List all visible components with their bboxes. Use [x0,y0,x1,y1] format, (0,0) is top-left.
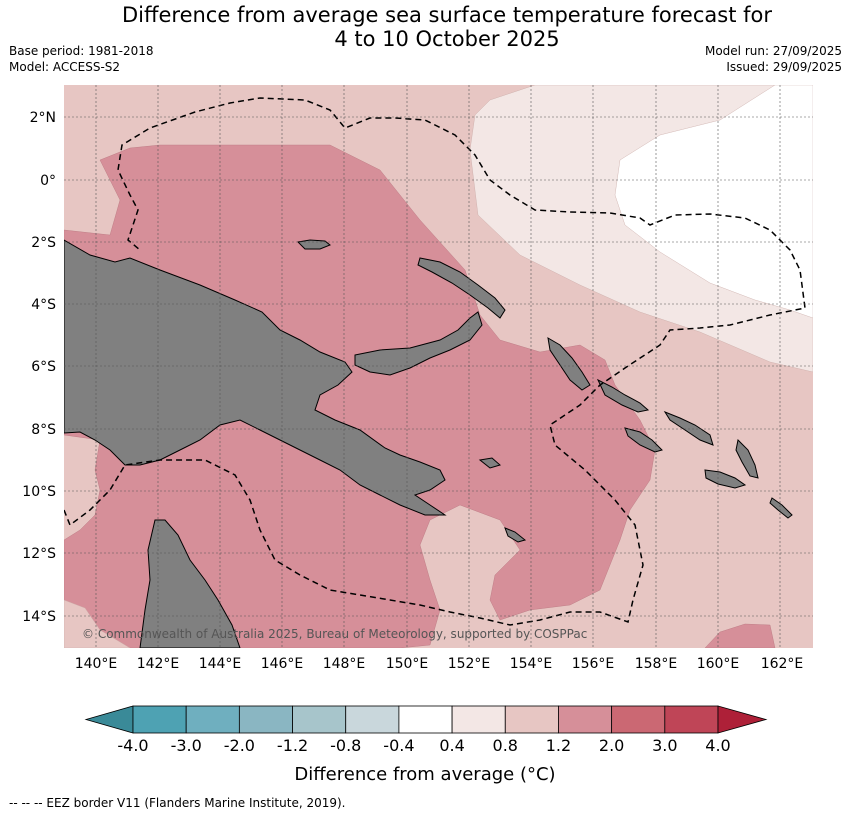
lat-tick: 4°S [31,297,56,313]
map-area: © Commonwealth of Australia 2025, Bureau… [64,85,813,648]
colorbar-label: -0.8 [330,736,361,755]
colorbar-label: 0.4 [439,736,464,755]
lat-tick: 6°S [31,359,56,375]
lon-tick: 162°E [761,656,804,672]
colorbar-label: 3.0 [652,736,677,755]
solomon-islands-6 [769,497,793,519]
lon-tick: 154°E [510,656,553,672]
lon-tick: 152°E [448,656,491,672]
colorbar-label: -1.2 [277,736,308,755]
map-figure: © Commonwealth of Australia 2025, Bureau… [22,85,813,785]
solomon-islands-3 [624,427,663,453]
bougainville [547,337,591,391]
latitude-labels: 2°N 0° 2°S 4°S 6°S 8°S 10°S 12°S 14°S [22,110,56,625]
colorbar-label: 2.0 [599,736,624,755]
new-guinea [64,239,447,516]
anomaly-band-neutral [614,85,813,319]
model-name: Model: ACCESS-S2 [9,60,121,74]
eez-legend-note: -- -- -- EEZ border V11 (Flanders Marine… [9,796,346,810]
title-line-1: Difference from average sea surface temp… [122,3,772,27]
colorbar-label: 1.2 [546,736,571,755]
colorbar-segment [611,705,666,734]
meta-left: Base period: 1981-2018 Model: ACCESS-S2 [9,43,154,75]
base-period: Base period: 1981-2018 [9,44,154,58]
lat-tick: 12°S [22,546,56,562]
lon-tick: 158°E [635,656,678,672]
eez-border [64,97,806,626]
colorbar-label: -3.0 [171,736,202,755]
anomaly-band-1.2-2.0-southeast [704,623,776,648]
colorbar-label: 4.0 [705,736,730,755]
new-ireland [417,257,506,319]
lon-tick: 146°E [261,656,304,672]
anomaly-band-1.2-2.0 [64,144,656,648]
longitude-labels: 140°E 142°E 144°E 146°E 148°E 150°E 152°… [75,656,804,672]
lat-tick: 2°N [30,110,56,126]
colorbar-segment [345,705,400,734]
meta-right: Model run: 27/09/2025 Issued: 29/09/2025 [705,43,842,75]
colorbar-segment [398,705,453,734]
colorbar: -4.0 -3.0 -2.0 -1.2 -0.8 -0.4 0.4 0.8 1.2 2.0 3.0 4… [84,705,768,755]
colorbar-label: -4.0 [117,736,148,755]
lat-tick: 14°S [22,609,56,625]
colorbar-segment [132,705,187,734]
copyright-text: © Commonwealth of Australia 2025, Bureau… [82,627,587,641]
trobriand-islands [478,457,502,469]
lon-tick: 142°E [137,656,180,672]
lon-tick: 156°E [572,656,615,672]
lat-tick: 10°S [22,484,56,500]
lat-tick: 2°S [31,235,56,251]
colorbar-label: -0.4 [383,736,414,755]
solomon-islands-1 [596,378,650,413]
new-britain [354,311,483,376]
colorbar-segment [451,705,506,734]
graticule [64,85,813,648]
colorbar-arrow-left [84,705,134,734]
solomon-islands-2 [663,410,714,446]
model-run: Model run: 27/09/2025 [704,44,842,58]
lat-tick: 8°S [31,422,56,438]
colorbar-segment [504,705,559,734]
colorbar-segment [238,705,293,734]
solomon-islands-5 [704,469,747,489]
issued-date: Issued: 29/09/2025 [726,60,842,74]
lon-tick: 160°E [697,656,740,672]
lon-tick: 140°E [75,656,118,672]
title-line-2: 4 to 10 October 2025 [334,27,560,51]
colorbar-label: -2.0 [224,736,255,755]
louisiade-islands [504,527,527,543]
chart-title: Difference from average sea surface temp… [0,3,850,51]
anomaly-band-0.8-1.2-pocket [64,599,131,648]
colorbar-segment [292,705,347,734]
lon-tick: 150°E [386,656,429,672]
colorbar-label: 0.8 [493,736,518,755]
lat-tick: 0° [40,173,56,189]
colorbar-segment [664,705,719,734]
colorbar-segment [558,705,613,734]
lon-tick: 144°E [199,656,242,672]
colorbar-segment [185,705,240,734]
colorbar-title: Difference from average (°C) [294,764,555,785]
colorbar-arrow-right [717,705,768,734]
lon-tick: 148°E [323,656,366,672]
solomon-islands-4 [735,438,759,479]
